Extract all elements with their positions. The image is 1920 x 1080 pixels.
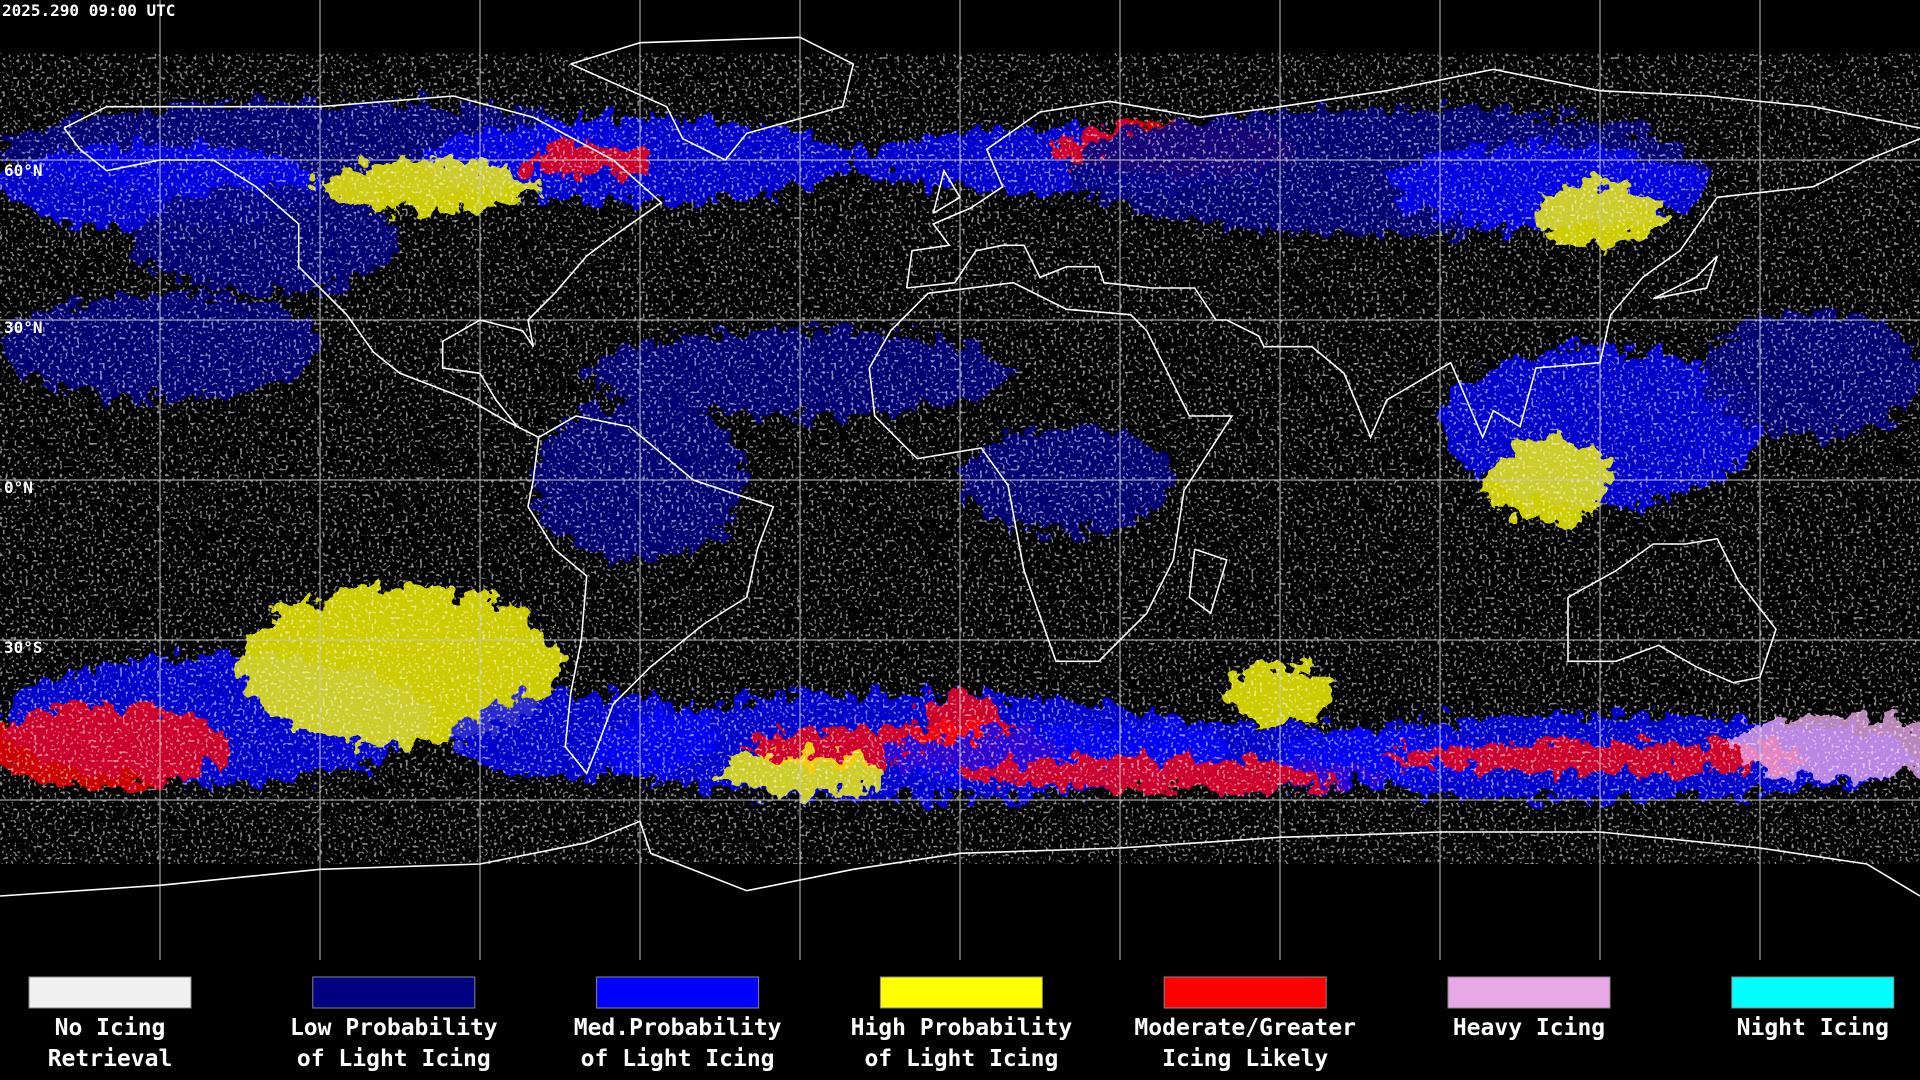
legend-label: Moderate/Greater bbox=[1134, 1015, 1356, 1041]
legend-label: Heavy Icing bbox=[1453, 1015, 1605, 1041]
latitude-label: 0°N bbox=[4, 478, 33, 497]
coastline bbox=[905, 68, 1920, 289]
coastline bbox=[527, 415, 775, 775]
legend-label: Night Icing bbox=[1737, 1015, 1889, 1041]
legend-label: Med.Probability bbox=[574, 1015, 782, 1041]
latitude-label: 30°N bbox=[4, 318, 43, 337]
legend-label: of Light Icing bbox=[297, 1046, 491, 1072]
coastline bbox=[1652, 255, 1719, 300]
coastline bbox=[1188, 548, 1228, 615]
legend-label: of Light Icing bbox=[581, 1046, 775, 1072]
legend-label: Retrieval bbox=[48, 1046, 173, 1072]
legend-label: High Probability bbox=[851, 1015, 1073, 1041]
legend-swatch bbox=[312, 976, 476, 1009]
latitude-labels: 60°N 30°N 0°N 30°S bbox=[4, 161, 43, 657]
coastline bbox=[868, 281, 1234, 663]
legend-swatch bbox=[1163, 976, 1327, 1009]
legend-label: No Icing bbox=[55, 1015, 166, 1041]
legend-label: of Light Icing bbox=[864, 1046, 1058, 1072]
legend-label: Icing Likely bbox=[1162, 1046, 1328, 1072]
legend-swatch bbox=[1731, 976, 1895, 1009]
coastline bbox=[0, 820, 1920, 897]
latitude-label: 30°S bbox=[4, 638, 43, 657]
coastline bbox=[570, 36, 855, 162]
legend-swatch bbox=[879, 976, 1043, 1009]
coastline bbox=[63, 95, 663, 439]
coastline bbox=[932, 168, 962, 214]
timestamp: 2025.290 09:00 UTC bbox=[2, 1, 175, 20]
coastline bbox=[906, 137, 1920, 440]
legend-swatch bbox=[28, 976, 192, 1009]
legend: No Icing Retrieval Low Probability of Light… bbox=[28, 976, 1895, 1072]
coastline bbox=[1567, 537, 1777, 684]
legend-swatch bbox=[1447, 976, 1611, 1009]
legend-swatch bbox=[596, 976, 760, 1009]
latitude-label: 60°N bbox=[4, 161, 43, 180]
graticule bbox=[0, 0, 1920, 960]
legend-label: Low Probability bbox=[290, 1015, 498, 1041]
coastlines bbox=[0, 36, 1920, 897]
